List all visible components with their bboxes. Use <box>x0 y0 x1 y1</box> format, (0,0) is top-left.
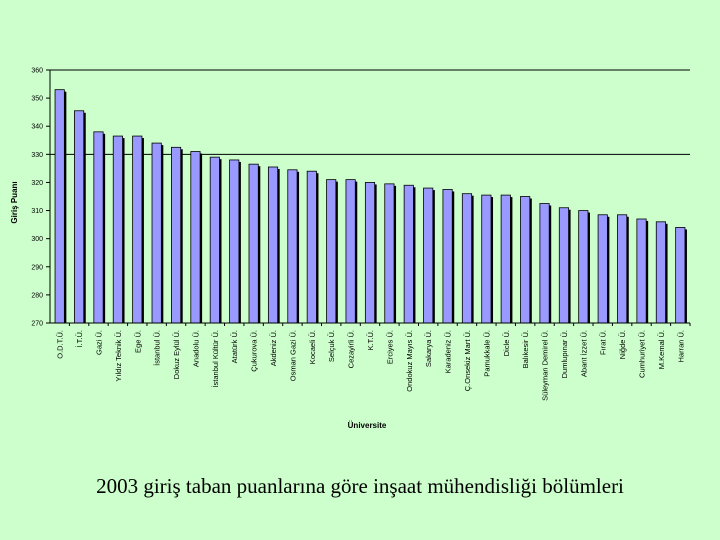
x-tick-label: Selçuk Ü. <box>327 330 336 362</box>
y-tick-label: 310 <box>31 208 43 215</box>
x-tick-label: İ.T.Ü. <box>75 330 84 348</box>
bar <box>403 184 414 324</box>
bar <box>267 166 279 324</box>
bar <box>345 179 356 324</box>
bar <box>539 203 550 324</box>
x-tick-label: Gazi Ü. <box>94 330 103 355</box>
bar <box>132 135 143 324</box>
bar <box>112 135 123 324</box>
slide-caption: 2003 giriş taban puanlarına göre inşaat … <box>96 474 624 498</box>
x-tick-label: Osman Gazi Ü. <box>288 330 297 381</box>
x-tick-label: Abant İzzet Ü. <box>579 330 588 377</box>
x-tick-label: Erciyes Ü. <box>385 330 394 364</box>
bar <box>93 131 104 324</box>
bar <box>461 193 473 324</box>
x-tick-label: Ç.Onsekiz Mart Ü. <box>463 330 472 391</box>
x-tick-label: Karadeniz Ü. <box>444 330 453 373</box>
x-tick-label: Pamukkale Ü. <box>482 330 491 377</box>
y-tick-label: 280 <box>31 292 43 299</box>
x-tick-label: Sakarya Ü. <box>424 330 433 367</box>
bar <box>151 142 162 324</box>
bar <box>74 110 85 324</box>
x-tick-label: O.D.T.Ü. <box>56 330 65 359</box>
bar <box>675 227 686 324</box>
x-tick-label: Yıldız Teknik Ü. <box>114 330 123 382</box>
chart-gridlines <box>50 69 690 155</box>
y-tick-label: 360 <box>31 68 43 75</box>
x-tick-label: İstanbul Ü. <box>153 330 162 366</box>
y-tick-label: 340 <box>31 124 43 131</box>
bar <box>306 170 317 324</box>
bar <box>597 214 608 324</box>
bar-chart: 270 280 290 300 310 320 330 340 350 360 O.D.T.Ü. İ… <box>10 68 691 430</box>
x-tick-label: Dokuz Eylül Ü. <box>172 330 181 379</box>
bar <box>481 194 492 324</box>
x-axis-title: Üniversite <box>348 421 387 430</box>
x-tick-label: Harran Ü. <box>676 330 685 363</box>
bar <box>558 207 569 324</box>
x-tick-label: Balıkesir Ü. <box>521 330 530 368</box>
y-tick-label: 320 <box>31 180 43 187</box>
x-tick-label: Dicle Ü. <box>502 330 511 356</box>
x-tick-label: Ondokuz Mayıs Ü. <box>405 330 414 392</box>
chart-bars <box>54 89 687 324</box>
bar <box>655 221 666 324</box>
x-tick-label: Atatürk Ü. <box>230 330 239 363</box>
x-tick-label: Süleyman Demirel Ü. <box>541 330 550 401</box>
bar <box>171 146 182 324</box>
x-tick-label: Cumhuriyet Ü. <box>638 330 647 378</box>
y-tick-label: 300 <box>31 236 43 243</box>
x-tick-label: Dumlupınar Ü. <box>560 330 569 378</box>
x-tick-label: Çukurova Ü. <box>250 330 259 372</box>
bar <box>520 196 531 324</box>
bar <box>287 169 298 324</box>
bar <box>384 183 395 324</box>
bar <box>636 218 647 324</box>
x-tick-label: Akdeniz Ü. <box>269 330 278 366</box>
bar <box>364 182 376 324</box>
y-axis-title: Giriş Puanı <box>10 181 19 223</box>
bar <box>209 156 220 324</box>
x-tick-label: Fırat Ü. <box>599 330 608 355</box>
bar <box>578 210 589 324</box>
bar <box>54 89 65 324</box>
bar <box>248 163 259 324</box>
y-axis-ticks: 270 280 290 300 310 320 330 340 350 360 <box>31 68 50 328</box>
x-tick-label: Niğde Ü. <box>618 330 627 359</box>
bar <box>190 151 201 324</box>
x-tick-label: Cezayirli Ü. <box>347 330 356 368</box>
x-tick-label: M.Kemal Ü. <box>657 330 666 369</box>
bar <box>423 187 434 324</box>
y-tick-label: 350 <box>31 96 43 103</box>
y-tick-label: 290 <box>31 264 43 271</box>
x-tick-label: Kocaeli Ü. <box>308 330 317 364</box>
bar <box>617 214 628 324</box>
bar <box>500 194 511 324</box>
y-tick-label: 330 <box>31 152 43 159</box>
bar <box>442 189 453 324</box>
bar <box>229 159 240 324</box>
x-axis-labels: O.D.T.Ü. İ.T.Ü. Gazi Ü. Yıldız Teknik Ü. Ege… <box>56 323 691 401</box>
y-tick-label: 270 <box>31 321 43 328</box>
x-tick-label: İstanbul Kültür Ü. <box>211 330 220 388</box>
x-tick-label: Anadolu Ü. <box>191 330 200 367</box>
bar <box>326 179 337 324</box>
x-tick-label: K.T.Ü. <box>366 330 375 350</box>
x-tick-label: Ege Ü. <box>133 330 142 353</box>
